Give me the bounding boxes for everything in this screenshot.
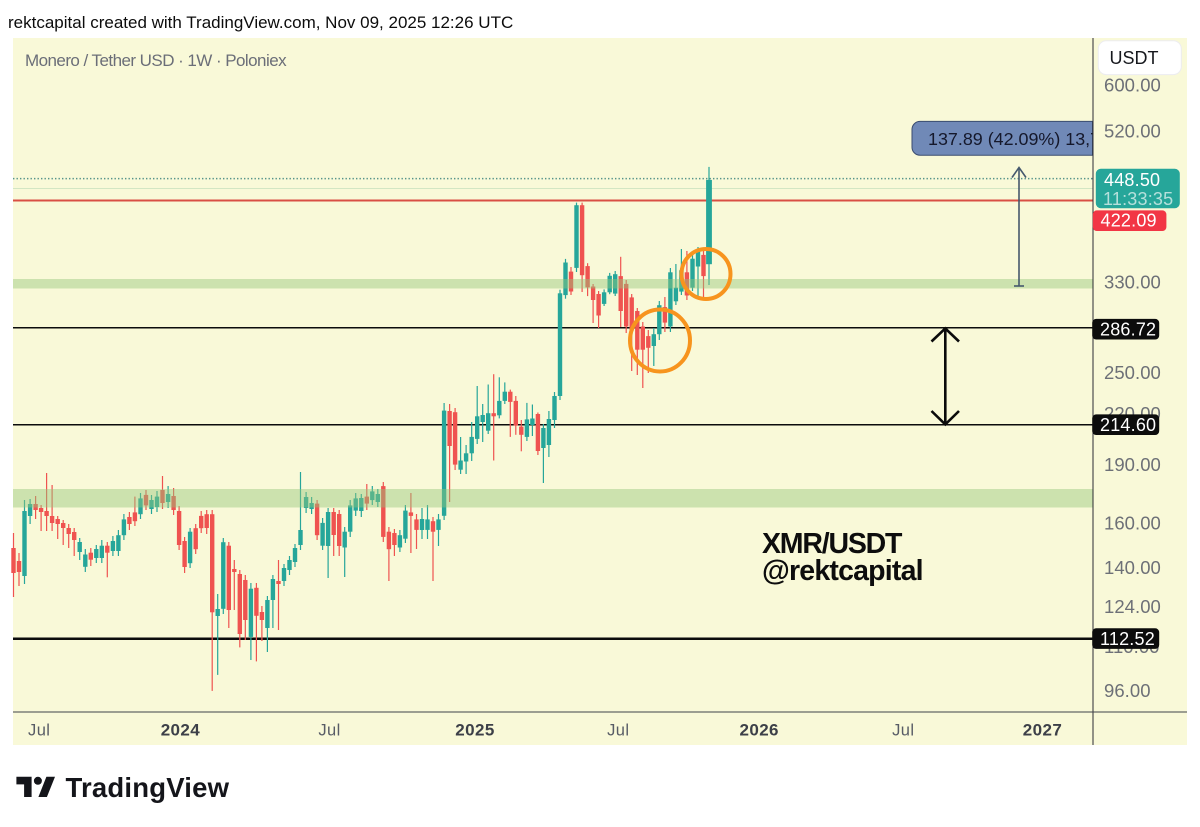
svg-text:TradingView: TradingView [66,772,230,803]
svg-text:214.60: 214.60 [1100,415,1156,435]
svg-text:600.00: 600.00 [1104,74,1161,95]
svg-text:2024: 2024 [161,721,201,740]
svg-text:422.09: 422.09 [1101,211,1157,231]
svg-text:250.00: 250.00 [1104,362,1161,383]
svg-text:Jul: Jul [318,722,340,740]
svg-text:USDT: USDT [1110,48,1159,68]
svg-text:286.72: 286.72 [1100,320,1156,340]
svg-text:Jul: Jul [607,722,629,740]
svg-text:112.52: 112.52 [1100,629,1155,649]
svg-text:XMR/USDT: XMR/USDT [762,528,903,560]
svg-text:330.00: 330.00 [1104,271,1161,292]
svg-text:124.00: 124.00 [1104,596,1161,617]
svg-text:2027: 2027 [1023,721,1062,740]
svg-text:Jul: Jul [28,722,50,740]
svg-text:Jul: Jul [892,722,914,740]
svg-text:11:33:35: 11:33:35 [1103,189,1173,209]
svg-text:2025: 2025 [455,721,494,740]
svg-text:@rektcapital: @rektcapital [762,555,923,587]
svg-text:2026: 2026 [739,721,778,740]
svg-text:520.00: 520.00 [1104,121,1161,142]
svg-text:190.00: 190.00 [1104,454,1161,475]
svg-text:160.00: 160.00 [1104,513,1161,534]
svg-text:140.00: 140.00 [1104,557,1161,578]
svg-text:96.00: 96.00 [1104,680,1151,701]
svg-text:137.89 (42.09%) 13,75: 137.89 (42.09%) 13,75 [928,129,1110,149]
svg-text:448.50: 448.50 [1104,170,1160,190]
